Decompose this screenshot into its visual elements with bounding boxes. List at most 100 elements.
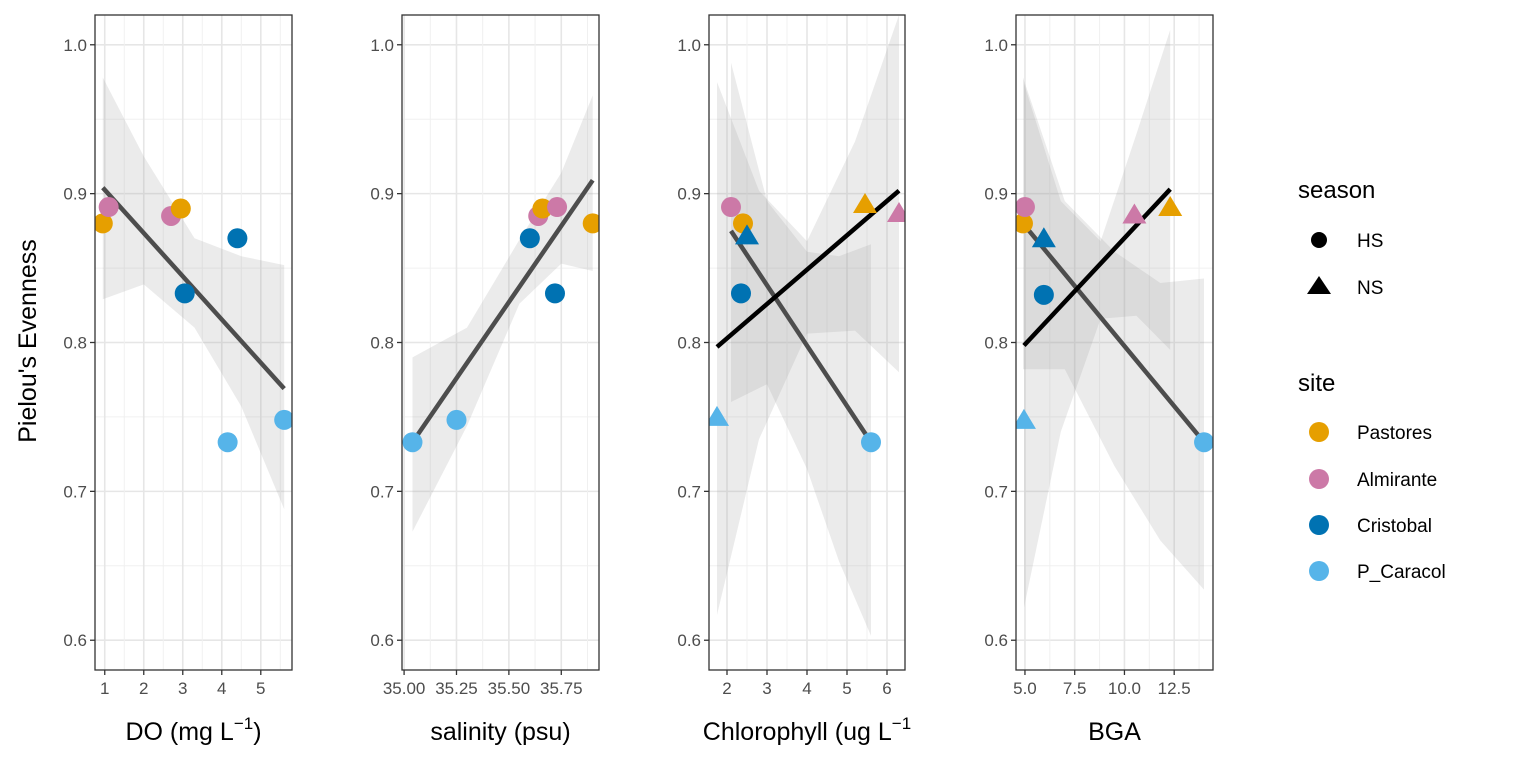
legend-pcaracol-marker (1309, 561, 1329, 581)
regression-line-hs (410, 178, 595, 444)
panel-1: 0.6 0.7 0.8 0.9 1.0 1 2 3 4 5 DO (mg L−1) (63, 14, 293, 746)
legend-ns-label: NS (1357, 278, 1383, 299)
x-axis-title-text: DO (mg L (125, 718, 233, 746)
point-almirante-hs (98, 197, 119, 218)
panel-2: 0.6 0.7 0.8 0.9 1.0 35.00 35.25 35.50 35.75 salin… (370, 14, 600, 746)
y-tick-label: 1.0 (63, 36, 87, 55)
y-tick-label: 0.8 (677, 334, 701, 353)
x-tick-label: 10.0 (1108, 679, 1141, 698)
legend-cristobal-marker (1309, 515, 1329, 535)
regression-line-hs (1021, 221, 1206, 444)
point-almirante-ns (887, 201, 905, 222)
x-tick-label: 5 (256, 679, 265, 698)
y-tick-label: 0.6 (63, 631, 87, 650)
x-axis-title-superscript: −1 (892, 714, 911, 733)
point-cristobal-hs (731, 283, 751, 304)
y-tick-label: 0.7 (370, 482, 394, 501)
x-tick-label: 12.5 (1158, 679, 1191, 698)
legend-pastores-label: Pastores (1357, 423, 1432, 444)
x-axis-title-text: salinity (psu) (430, 718, 570, 746)
confidence-band-hs (731, 62, 871, 636)
point-p-caracol-hs (217, 432, 238, 453)
point-pastores-ns (1158, 196, 1183, 217)
point-p-caracol-ns (709, 405, 729, 426)
y-tick-label: 0.9 (984, 185, 1008, 204)
y-tick-label: 0.6 (370, 631, 394, 650)
x-axis-title-text: BGA (1088, 718, 1141, 746)
point-pastores-hs (170, 198, 191, 219)
legend-pcaracol-label: P_Caracol (1357, 562, 1446, 583)
point-pastores-hs (582, 213, 599, 234)
point-pastores-ns (853, 193, 877, 214)
point-almirante-hs (547, 197, 568, 218)
x-tick-label: 35.00 (383, 679, 426, 698)
legend-hs-marker (1311, 232, 1327, 248)
panel-grid (95, 15, 292, 670)
panel-3: 0.6 0.7 0.8 0.9 1.0 2 3 4 5 6 Chlorophyll (ug L−1 (677, 14, 911, 746)
panels-group: 0.6 0.7 0.8 0.9 1.0 1 2 3 4 5 DO (mg L−1) 0.6 0.7 0.8… (63, 14, 1214, 746)
legend-almirante-label: Almirante (1357, 470, 1437, 491)
panel-plot-area (402, 95, 599, 532)
x-tick-label: 35.25 (435, 679, 478, 698)
point-cristobal-hs (227, 228, 248, 249)
regression-line-ns (1022, 187, 1172, 348)
point-p-caracol-ns (1016, 408, 1036, 429)
point-pastores-hs (532, 198, 553, 219)
regression-line-ns (715, 188, 901, 349)
legend-site-title: site (1298, 370, 1335, 397)
legend-pastores-marker (1309, 422, 1329, 442)
x-axis-title: Chlorophyll (ug L−1 (703, 714, 911, 746)
point-pastores-hs (1016, 213, 1033, 234)
x-tick-label: 6 (882, 679, 891, 698)
y-axis-title: Pielou's Evenness (14, 239, 42, 443)
y-tick-label: 0.8 (370, 334, 394, 353)
x-tick-label: 4 (802, 679, 811, 698)
panel-grid (402, 15, 599, 670)
confidence-band-ns (1024, 29, 1171, 608)
y-tick-label: 0.6 (984, 631, 1008, 650)
panel-grid (709, 15, 905, 670)
point-almirante-hs (721, 197, 741, 218)
point-cristobal-hs (519, 228, 540, 249)
x-tick-label: 35.75 (540, 679, 583, 698)
x-tick-label: 4 (217, 679, 226, 698)
x-tick-label: 35.50 (488, 679, 531, 698)
panel-4: 0.6 0.7 0.8 0.9 1.0 5.0 7.5 10.0 12.5 BGA (984, 14, 1214, 746)
point-pastores-hs (95, 213, 113, 234)
point-p-caracol-hs (402, 432, 423, 453)
point-almirante-hs (1016, 197, 1035, 218)
point-cristobal-hs (1033, 284, 1054, 305)
confidence-band-ns (717, 15, 899, 615)
x-axis-title: BGA (1088, 718, 1141, 746)
y-tick-label: 0.8 (63, 334, 87, 353)
legend-season-title: season (1298, 177, 1375, 204)
point-cristobal-ns (735, 224, 759, 245)
x-tick-label: 3 (762, 679, 771, 698)
y-tick-label: 0.7 (984, 482, 1008, 501)
x-tick-label: 2 (139, 679, 148, 698)
y-tick-label: 0.9 (677, 185, 701, 204)
x-tick-label: 3 (178, 679, 187, 698)
point-cristobal-hs (544, 283, 565, 304)
y-tick-label: 0.8 (984, 334, 1008, 353)
x-axis-title: salinity (psu) (430, 718, 570, 746)
x-tick-label: 7.5 (1063, 679, 1087, 698)
x-tick-label: 1 (100, 679, 109, 698)
point-p-caracol-hs (861, 432, 881, 453)
point-cristobal-hs (174, 283, 195, 304)
y-tick-label: 0.7 (677, 482, 701, 501)
point-p-caracol-hs (446, 409, 467, 430)
regression-line-hs (101, 186, 286, 391)
point-cristobal-ns (1031, 227, 1056, 248)
panel-plot-area (95, 77, 292, 510)
legend-hs-label: HS (1357, 231, 1383, 252)
x-axis-title: DO (mg L−1) (125, 714, 261, 746)
point-p-caracol-hs (1194, 432, 1213, 453)
point-almirante-ns (1122, 203, 1147, 224)
y-tick-label: 0.7 (63, 482, 87, 501)
point-p-caracol-hs (274, 409, 292, 430)
y-tick-label: 1.0 (984, 36, 1008, 55)
x-tick-label: 5.0 (1013, 679, 1037, 698)
y-tick-label: 0.6 (677, 631, 701, 650)
